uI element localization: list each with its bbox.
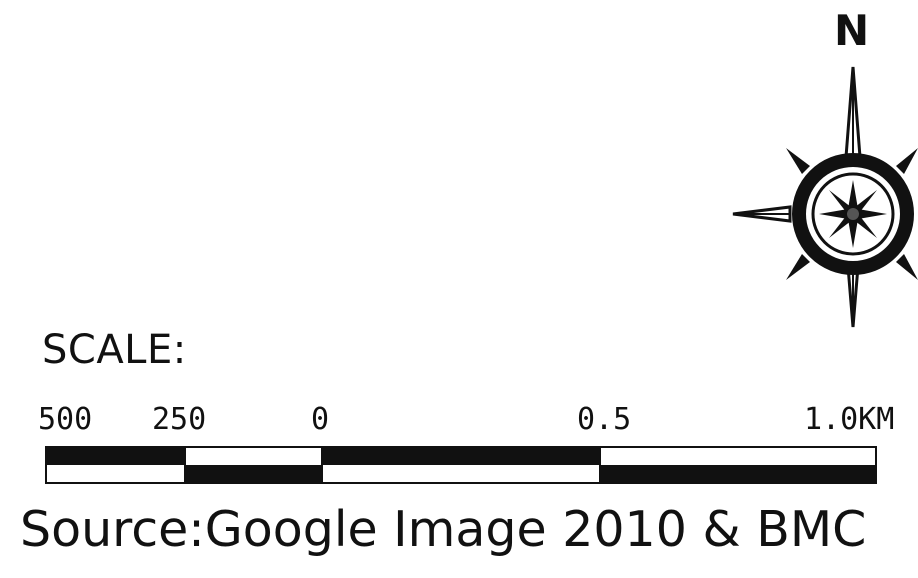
scale-segment [600, 465, 877, 484]
scale-tick-label: 250 [152, 402, 207, 437]
scale-tick-label: 500 [38, 402, 93, 437]
north-label: N [834, 6, 870, 55]
scale-segment [45, 465, 185, 484]
compass-rose-icon [732, 66, 918, 328]
scale-bar [45, 446, 877, 484]
scale-segment [322, 446, 600, 465]
scale-segment [322, 465, 600, 484]
scale-segment [600, 446, 877, 465]
scale-title: SCALE: [42, 327, 187, 373]
scale-segment [185, 465, 322, 484]
scale-tick-label: 0 [311, 402, 330, 437]
source-credit: Source:Google Image 2010 & BMC [20, 501, 867, 558]
scale-tick-label: 0.5 [577, 402, 632, 437]
scale-segment [45, 446, 185, 465]
scale-tick-label: 1.0KM [804, 402, 895, 437]
scale-segment [185, 446, 322, 465]
